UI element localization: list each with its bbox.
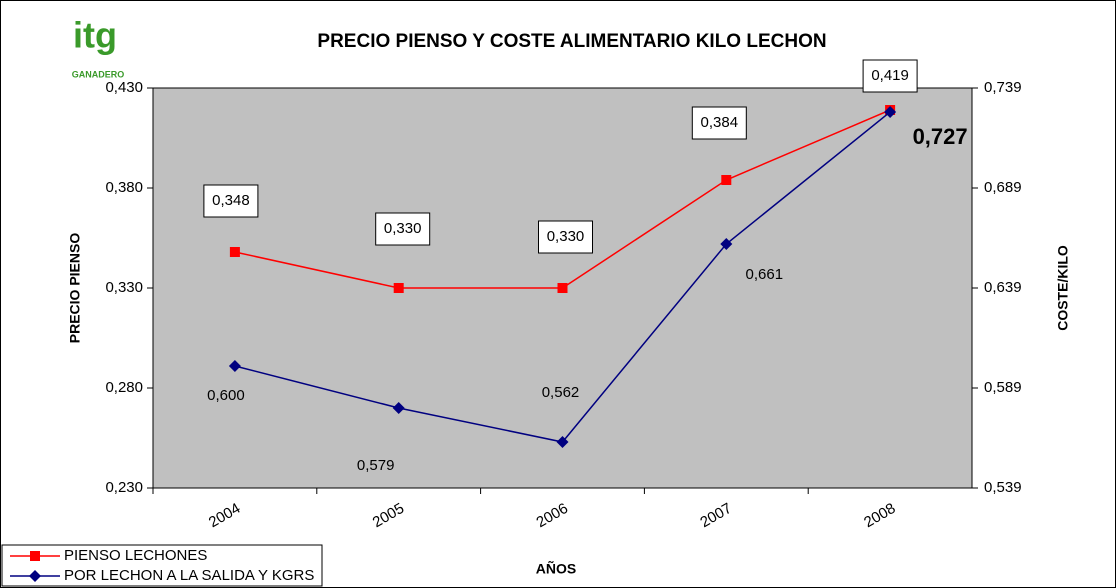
- logo-tagline: GANADERO: [72, 69, 125, 79]
- data-label-box: [203, 184, 259, 218]
- chart-title: PRECIO PIENSO Y COSTE ALIMENTARIO KILO L…: [317, 31, 826, 52]
- data-label: 0,661: [746, 266, 784, 283]
- logo: itg: [73, 15, 117, 56]
- data-label: 0,727: [913, 124, 968, 149]
- marker: [720, 238, 733, 250]
- y2-tick-label: 0,689: [984, 179, 1022, 196]
- y2-tick-label: 0,539: [984, 479, 1022, 496]
- legend-marker: [30, 551, 40, 561]
- data-label: 0,330: [384, 220, 422, 237]
- data-label: 0,579: [357, 457, 395, 474]
- legend-label: POR LECHON A LA SALIDA Y KGRS: [64, 567, 314, 584]
- data-label: 0,330: [547, 228, 585, 245]
- y2-axis-label: COSTE/KILO: [1055, 245, 1071, 331]
- data-label-box: [691, 106, 747, 140]
- marker: [392, 402, 405, 414]
- y-axis-label: PRECIO PIENSO: [67, 233, 83, 344]
- marker: [229, 247, 240, 257]
- legend-marker: [29, 570, 41, 582]
- y-tick-label: 0,380: [105, 179, 143, 196]
- data-label: 0,384: [701, 114, 739, 131]
- y2-tick-label: 0,589: [984, 379, 1022, 396]
- x-axis-label: AÑOS: [536, 560, 576, 577]
- marker: [393, 283, 404, 293]
- legend-label: PIENSO LECHONES: [64, 547, 207, 564]
- marker: [721, 175, 732, 185]
- data-label: 0,600: [207, 387, 245, 404]
- y-tick-label: 0,230: [105, 479, 143, 496]
- data-label-box: [375, 212, 431, 246]
- data-label-box: [862, 59, 918, 93]
- marker: [556, 436, 569, 448]
- legend: [1, 544, 323, 587]
- data-label-box: [538, 220, 593, 254]
- y2-tick-label: 0,739: [984, 79, 1022, 96]
- y2-tick-label: 0,639: [984, 279, 1022, 296]
- data-label: 0,348: [212, 192, 250, 209]
- marker: [557, 283, 568, 293]
- y-tick-label: 0,330: [105, 279, 143, 296]
- data-label: 0,562: [542, 384, 580, 401]
- marker: [228, 360, 241, 372]
- marker: [884, 106, 897, 118]
- data-label: 0,419: [871, 67, 909, 84]
- y-tick-label: 0,430: [105, 79, 143, 96]
- y-tick-label: 0,280: [105, 379, 143, 396]
